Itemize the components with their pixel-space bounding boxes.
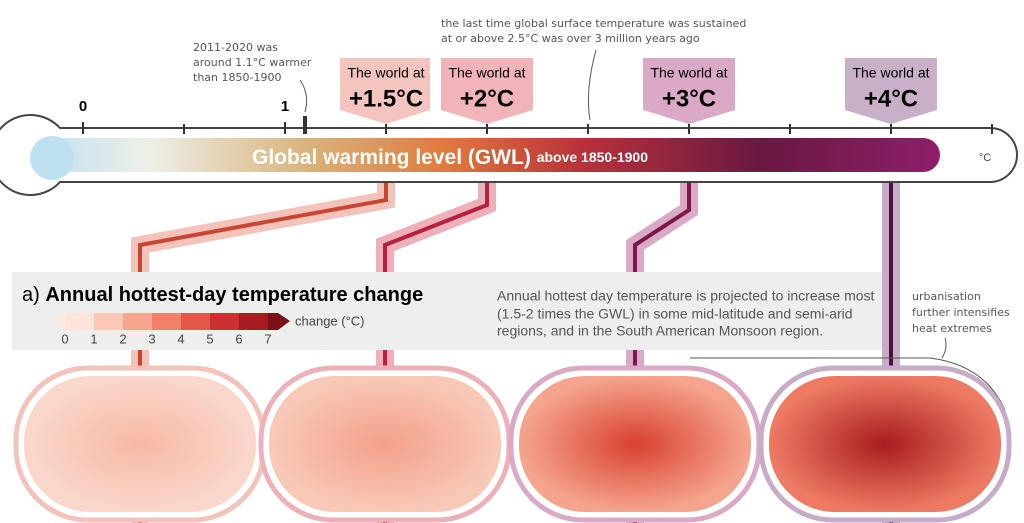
annotation-line: than 1850-1900 [193,71,281,84]
annotation-line: further intensifies [912,306,1010,319]
legend-tick: 1 [90,331,97,346]
legend-tick: 3 [148,331,155,346]
description-line: regions, and in the South American Monso… [497,323,823,339]
scale [82,116,993,134]
scale-label: 1 [281,98,289,115]
panel-label: a) [22,284,40,306]
panel-title: Annual hottest-day temperature change [45,284,423,306]
svg-text:Global warming level (GWL) abo: Global warming level (GWL) above 1850-19… [252,146,648,169]
annotation-observed: 2011-2020 was around 1.1°C warmer than 1… [193,41,312,113]
legend-title: change (°C) [295,313,365,328]
maps [13,365,1012,523]
gwl-title: Global warming level (GWL) [252,146,531,169]
callouts: The world at +1.5°C The world at +2°C Th… [340,58,937,124]
annotation-line: heat extremes [912,322,992,335]
panel-heading: a) Annual hottest-day temperature change [22,284,423,306]
colorbar [55,313,290,330]
thermometer: Global warming level (GWL) above 1850-19… [0,114,1018,196]
callout-level: +3°C [662,85,716,112]
legend-tick: 7 [264,331,271,346]
callout-level: +1.5°C [349,85,423,112]
annotation-line: the last time global surface temperature… [441,17,746,30]
scale-label: 0 [79,98,87,115]
description-line: Annual hottest day temperature is projec… [497,288,875,304]
callout-level: +4°C [864,85,918,112]
legend-tick: 4 [177,331,184,346]
description-line: (1.5-2 times the GWL) in some mid-latitu… [497,306,853,322]
annotation-urban: urbanisation further intensifies heat ex… [690,290,1010,411]
legend-tick: 0 [61,331,68,346]
unit: °C [979,152,991,164]
annotation-line: at or above 2.5°C was over 3 million yea… [441,32,700,45]
legend-tick: 6 [235,331,242,346]
annotation-paleo: the last time global surface temperature… [441,17,746,121]
callout-prefix: The world at [650,65,727,81]
annotation-line: 2011-2020 was [193,41,278,54]
callout-prefix: The world at [448,65,525,81]
annotation-line: urbanisation [912,290,981,303]
annotation-line: around 1.1°C warmer [193,56,312,69]
callout-prefix: The world at [347,65,424,81]
gwl-subtitle: above 1850-1900 [537,149,649,165]
legend-tick: 2 [119,331,126,346]
panel-background [12,272,882,350]
legend-tick: 5 [206,331,213,346]
callout-prefix: The world at [852,65,929,81]
callout-level: +2°C [460,85,514,112]
